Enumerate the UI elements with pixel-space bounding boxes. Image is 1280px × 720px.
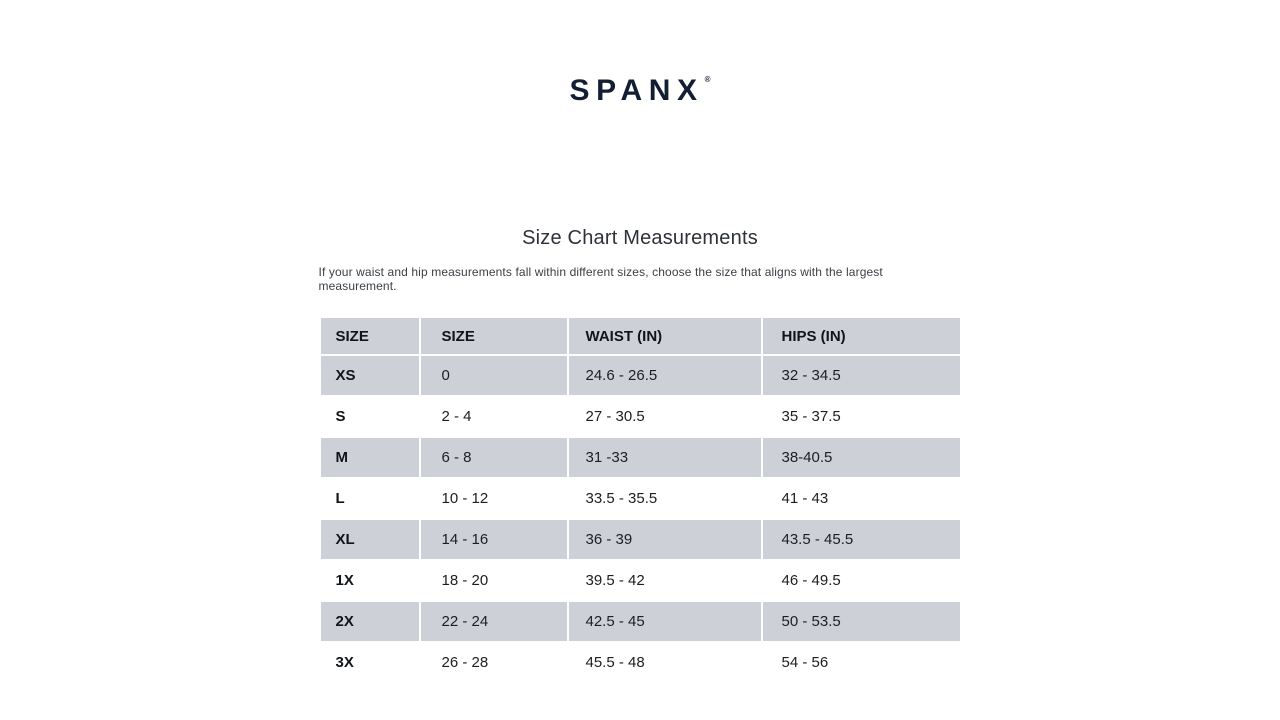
cell-waist: 39.5 - 42	[566, 559, 763, 602]
cell-waist: 36 - 39	[566, 518, 763, 561]
cell-size-range: 26 - 28	[418, 641, 569, 684]
table-row: XS 0 24.6 - 26.5 32 - 34.5	[318, 354, 962, 397]
cell-size-label: 3X	[318, 641, 421, 684]
cell-waist: 31 -33	[566, 436, 763, 479]
brand-logo: SPANX®	[319, 62, 962, 109]
cell-hips: 50 - 53.5	[760, 600, 962, 643]
size-chart-page: SPANX® Size Chart Measurements If your w…	[318, 0, 962, 684]
cell-hips: 35 - 37.5	[760, 395, 962, 438]
cell-waist: 42.5 - 45	[566, 600, 763, 643]
page-title: Size Chart Measurements	[522, 227, 758, 249]
table-row: L 10 - 12 33.5 - 35.5 41 - 43	[318, 477, 962, 520]
cell-size-label: 2X	[318, 600, 421, 643]
column-header-size-range: SIZE	[418, 316, 569, 356]
cell-size-label: XL	[318, 518, 421, 561]
cell-size-range: 22 - 24	[418, 600, 569, 643]
cell-size-range: 14 - 16	[418, 518, 569, 561]
column-header-waist: WAIST (IN)	[566, 316, 763, 356]
cell-hips: 54 - 56	[760, 641, 962, 684]
cell-waist: 45.5 - 48	[566, 641, 763, 684]
cell-size-range: 2 - 4	[418, 395, 569, 438]
brand-logo-text: SPANX	[569, 74, 704, 107]
page-subtitle: If your waist and hip measurements fall …	[318, 265, 883, 293]
cell-size-label: M	[318, 436, 421, 479]
cell-hips: 38-40.5	[760, 436, 962, 479]
column-header-size-label: SIZE	[318, 316, 421, 356]
table-row: XL 14 - 16 36 - 39 43.5 - 45.5	[318, 518, 962, 561]
size-chart-table: SIZE SIZE WAIST (IN) HIPS (IN) XS 0 24.6 -…	[318, 316, 962, 684]
cell-size-range: 6 - 8	[418, 436, 569, 479]
cell-size-label: L	[318, 477, 421, 520]
cell-size-label: S	[318, 395, 421, 438]
column-header-hips: HIPS (IN)	[760, 316, 962, 356]
cell-waist: 27 - 30.5	[566, 395, 763, 438]
cell-size-label: XS	[318, 354, 421, 397]
cell-waist: 33.5 - 35.5	[566, 477, 763, 520]
size-table-body: XS 0 24.6 - 26.5 32 - 34.5 S 2 - 4 27 - 30.5 35…	[318, 354, 962, 684]
cell-hips: 41 - 43	[760, 477, 962, 520]
cell-size-label: 1X	[318, 559, 421, 602]
cell-hips: 46 - 49.5	[760, 559, 962, 602]
table-row: 1X 18 - 20 39.5 - 42 46 - 49.5	[318, 559, 962, 602]
cell-size-range: 0	[418, 354, 569, 397]
header-row: SIZE SIZE WAIST (IN) HIPS (IN)	[318, 316, 962, 356]
cell-size-range: 10 - 12	[418, 477, 569, 520]
cell-hips: 43.5 - 45.5	[760, 518, 962, 561]
cell-waist: 24.6 - 26.5	[566, 354, 763, 397]
table-row: 3X 26 - 28 45.5 - 48 54 - 56	[318, 641, 962, 684]
table-row: 2X 22 - 24 42.5 - 45 50 - 53.5	[318, 600, 962, 643]
size-table-head: SIZE SIZE WAIST (IN) HIPS (IN)	[318, 316, 962, 356]
registered-trademark-icon: ®	[704, 75, 711, 84]
cell-hips: 32 - 34.5	[760, 354, 962, 397]
cell-size-range: 18 - 20	[418, 559, 569, 602]
